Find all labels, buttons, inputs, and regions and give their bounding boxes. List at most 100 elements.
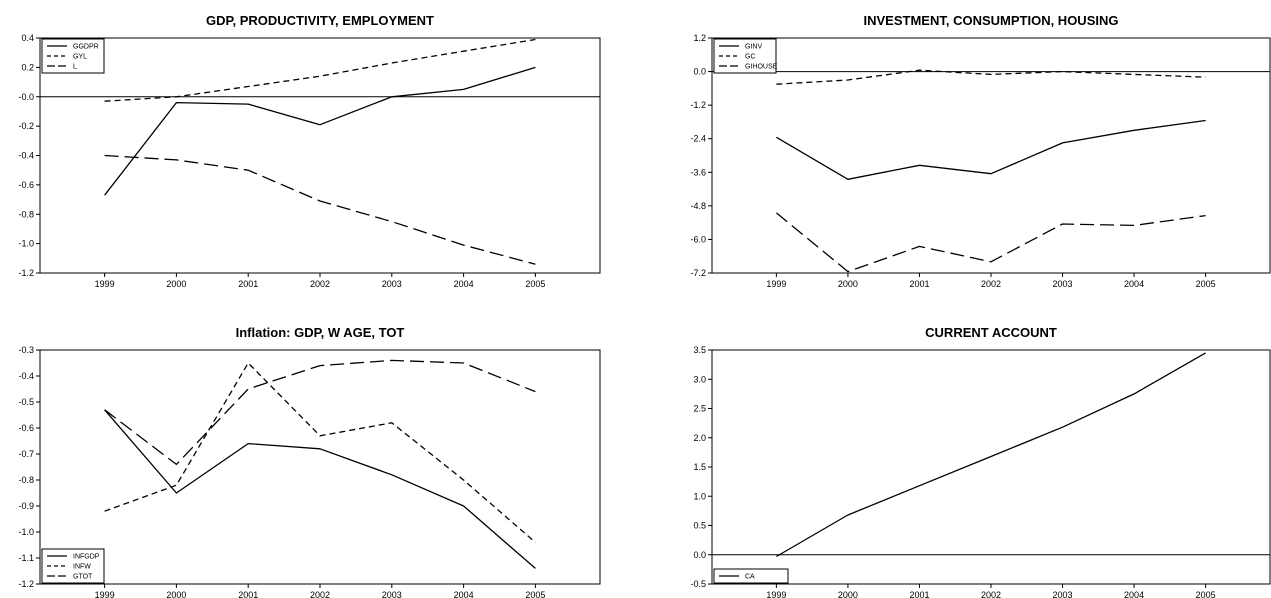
- y-tick-label: -4.8: [690, 201, 706, 211]
- x-tick-label: 2001: [238, 279, 258, 289]
- x-tick-label: 2005: [525, 590, 545, 598]
- x-tick-label: 2001: [909, 279, 929, 289]
- x-tick-label: 2002: [310, 590, 330, 598]
- x-tick-label: 2000: [838, 279, 858, 289]
- y-tick-label: -0.4: [18, 151, 34, 161]
- series-line-gihouse: [775, 212, 1206, 273]
- y-tick-label: 3.5: [693, 345, 706, 355]
- legend-box: [713, 568, 789, 584]
- chart-3: Inflation: GDP, W AGE, TOT -0.3 -0.4 -0.5 -0…: [18, 325, 601, 598]
- y-tick-label: 1.2: [693, 33, 706, 43]
- y-tick-label: -1.0: [18, 527, 34, 537]
- x-tick-label: 2000: [838, 590, 858, 598]
- legend: INFGDP INFW GTOT: [41, 548, 105, 584]
- plot-frame: [711, 349, 1271, 585]
- y-tick-label: -0.9: [18, 501, 34, 511]
- legend-label: INFGDP: [73, 554, 100, 561]
- chart-title: CURRENT ACCOUNT: [925, 325, 1057, 340]
- y-tick-label: -7.2: [690, 268, 706, 278]
- x-tick-label: 2002: [981, 590, 1001, 598]
- x-tick-label: 2000: [166, 279, 186, 289]
- x-tick-label: 1999: [95, 279, 115, 289]
- x-tick-label: 2003: [382, 279, 402, 289]
- y-tick-label: 0.4: [21, 33, 34, 43]
- y-tick-label: -0.0: [18, 92, 34, 102]
- series-line-ginv: [776, 119, 1206, 180]
- legend-label: GTOT: [73, 574, 93, 581]
- y-tick-label: 1.5: [693, 462, 706, 472]
- y-tick-label: -1.2: [18, 579, 34, 589]
- series-line-infgdp: [104, 409, 536, 569]
- y-tick-label: 3.0: [693, 374, 706, 384]
- y-tick-label: -0.4: [18, 371, 34, 381]
- chart-title: INVESTMENT, CONSUMPTION, HOUSING: [864, 13, 1119, 28]
- x-tick-label: 2002: [310, 279, 330, 289]
- legend-box: [41, 548, 105, 584]
- x-tick-label: 2004: [1124, 590, 1144, 598]
- y-tick-label: 0.0: [693, 67, 706, 77]
- x-tick-label: 2005: [1196, 590, 1216, 598]
- y-tick-label: -1.2: [18, 268, 34, 278]
- x-tick-label: 2000: [166, 590, 186, 598]
- x-tick-label: 2001: [909, 590, 929, 598]
- y-tick-label: -0.8: [18, 475, 34, 485]
- y-tick-label: -1.0: [18, 239, 34, 249]
- legend-label: GYL: [73, 54, 87, 61]
- x-tick-label: 2004: [454, 279, 474, 289]
- legend: GGDPR GYL L: [41, 38, 105, 74]
- chart-title: GDP, PRODUCTIVITY, EMPLOYMENT: [206, 13, 434, 28]
- legend: GINV GC GIHOUSE: [713, 38, 778, 74]
- y-tick-label: 0.2: [21, 62, 34, 72]
- y-tick-label: -0.7: [18, 449, 34, 459]
- legend: CA: [713, 568, 789, 584]
- legend-box: [41, 38, 105, 74]
- legend-label: L: [73, 64, 77, 71]
- x-tick-label: 2003: [1053, 279, 1073, 289]
- x-tick-label: 2003: [382, 590, 402, 598]
- y-tick-label: -0.8: [18, 209, 34, 219]
- series-line-gc: [776, 69, 1206, 85]
- series-line-gyl: [104, 38, 536, 102]
- x-tick-label: 2005: [1196, 279, 1216, 289]
- y-tick-label: -0.3: [18, 345, 34, 355]
- x-tick-label: 2001: [238, 590, 258, 598]
- chart-4: CURRENT ACCOUNT 3.5 3.0 2.5 2.0 1.5 1.0 0.5 0.0 -…: [690, 325, 1271, 598]
- y-tick-label: -0.2: [18, 121, 34, 131]
- y-tick-label: 0.0: [693, 550, 706, 560]
- chart-1: GDP, PRODUCTIVITY, EMPLOYMENT 0.4 0.2 -0.0 -…: [18, 13, 601, 289]
- legend-label: GINV: [745, 44, 762, 51]
- legend-label: CA: [745, 574, 755, 581]
- y-tick-label: 2.0: [693, 433, 706, 443]
- y-tick-label: -1.2: [690, 100, 706, 110]
- series-line-ggdpr: [104, 66, 536, 196]
- series-line-infw: [104, 362, 536, 543]
- series-line-ca: [776, 352, 1206, 558]
- x-tick-label: 2004: [1124, 279, 1144, 289]
- y-tick-label: -3.6: [690, 167, 706, 177]
- series-line-gtot: [104, 359, 536, 466]
- plot-frame: [711, 37, 1271, 274]
- legend-label: GIHOUSE: [745, 64, 778, 71]
- series-line-l: [104, 154, 536, 265]
- x-tick-label: 2002: [981, 279, 1001, 289]
- legend-box: [713, 38, 777, 74]
- y-tick-label: -1.1: [18, 553, 34, 563]
- x-tick-label: 1999: [766, 279, 786, 289]
- y-tick-label: 0.5: [693, 521, 706, 531]
- x-tick-label: 1999: [95, 590, 115, 598]
- y-tick-label: -0.6: [18, 423, 34, 433]
- y-tick-label: -0.5: [690, 579, 706, 589]
- x-tick-label: 2004: [454, 590, 474, 598]
- x-tick-label: 2005: [525, 279, 545, 289]
- y-tick-label: 2.5: [693, 404, 706, 414]
- y-tick-label: -2.4: [690, 134, 706, 144]
- y-tick-label: -0.5: [18, 397, 34, 407]
- x-tick-label: 1999: [766, 590, 786, 598]
- legend-label: GC: [745, 54, 756, 61]
- legend-label: INFW: [73, 564, 91, 571]
- chart-2: INVESTMENT, CONSUMPTION, HOUSING 1.2 0.0 -1…: [690, 13, 1271, 289]
- y-tick-label: 1.0: [693, 491, 706, 501]
- y-tick-label: -6.0: [690, 234, 706, 244]
